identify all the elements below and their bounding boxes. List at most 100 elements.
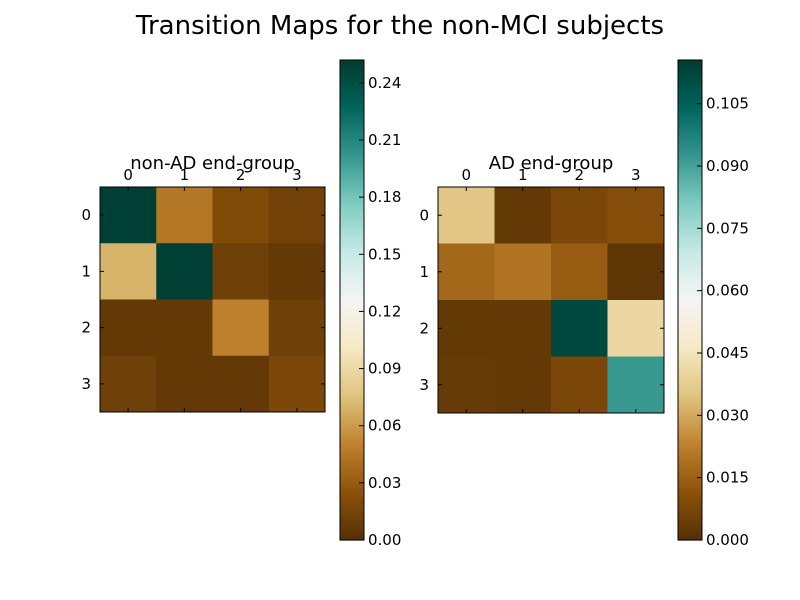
- y-tick-label-1-3: 3: [419, 376, 429, 394]
- y-tick-label-0-3: 3: [81, 375, 91, 393]
- colorbar-strip-0-71: [340, 252, 364, 257]
- colorbar-strip-1-10: [678, 496, 702, 501]
- colorbar-strip-0-12: [340, 488, 364, 493]
- colorbar-strip-1-74: [678, 240, 702, 245]
- colorbar-strip-0-95: [340, 156, 364, 161]
- colorbar-strip-0-1: [340, 532, 364, 537]
- colorbar-strip-1-0: [678, 536, 702, 541]
- colorbar-strip-0-29: [340, 420, 364, 425]
- colorbar-strip-1-64: [678, 280, 702, 285]
- colorbar-strip-0-62: [340, 288, 364, 293]
- colorbar-strip-0-47: [340, 348, 364, 353]
- heatmap-cell-1-2-3: [607, 300, 665, 357]
- colorbar-strip-1-66: [678, 272, 702, 277]
- heatmap-cell-1-3-2: [551, 356, 608, 414]
- colorbar-strip-0-56: [340, 312, 364, 317]
- colorbar-strip-0-118: [340, 64, 364, 69]
- colorbar-strip-1-53: [678, 324, 702, 329]
- colorbar-strip-1-12: [678, 488, 702, 493]
- colorbar-strip-1-91: [678, 172, 702, 177]
- colorbar-strip-1-34: [678, 400, 702, 405]
- colorbar-strip-0-78: [340, 224, 364, 229]
- colorbar-strip-1-114: [678, 80, 702, 85]
- colorbar-strip-0-55: [340, 316, 364, 321]
- colorbar-strip-0-40: [340, 376, 364, 381]
- colorbar-strip-1-77: [678, 228, 702, 233]
- colorbar-strip-0-13: [340, 484, 364, 489]
- colorbar-strip-0-20: [340, 456, 364, 461]
- colorbar-strip-0-53: [340, 324, 364, 329]
- colorbar-strip-1-33: [678, 404, 702, 409]
- colorbar-tick-label-0-6: 0.18: [368, 188, 401, 206]
- colorbar-strip-0-90: [340, 176, 364, 181]
- colorbar-strip-0-86: [340, 192, 364, 197]
- colorbar-strip-1-8: [678, 504, 702, 509]
- heatmap-cell-1-1-0: [438, 243, 495, 301]
- colorbar-tick-label-1-1: 0.015: [706, 469, 749, 487]
- colorbar-strip-1-107: [678, 108, 702, 113]
- colorbar-strip-1-100: [678, 136, 702, 141]
- x-tick-label-0-1: 1: [180, 166, 190, 184]
- colorbar-strip-1-56: [678, 312, 702, 317]
- colorbar-strip-1-61: [678, 292, 702, 297]
- colorbar-strip-0-24: [340, 440, 364, 445]
- colorbar-strip-1-13: [678, 484, 702, 489]
- colorbar-strip-1-17: [678, 468, 702, 473]
- colorbar-strip-0-116: [340, 72, 364, 77]
- colorbar-tick-label-0-0: 0.00: [368, 531, 401, 549]
- heatmap-cell-1-2-2: [551, 300, 608, 357]
- colorbar-strip-0-97: [340, 148, 364, 153]
- colorbar-strip-0-80: [340, 216, 364, 221]
- colorbar-tick-label-1-5: 0.075: [706, 219, 749, 237]
- colorbar-strip-0-61: [340, 292, 364, 297]
- y-tick-label-0-1: 1: [81, 262, 91, 280]
- x-tick-label-0-2: 2: [236, 166, 246, 184]
- colorbar-strip-1-30: [678, 416, 702, 421]
- colorbar-strip-0-73: [340, 244, 364, 249]
- colorbar-strip-0-70: [340, 256, 364, 261]
- heatmap-cell-1-1-2: [551, 243, 608, 301]
- colorbar-strip-1-29: [678, 420, 702, 425]
- colorbar-strip-0-102: [340, 128, 364, 133]
- colorbar-strip-1-14: [678, 480, 702, 485]
- colorbar-strip-1-42: [678, 368, 702, 373]
- colorbar-strip-1-67: [678, 268, 702, 273]
- colorbar-strip-1-48: [678, 344, 702, 349]
- colorbar-strip-0-108: [340, 104, 364, 109]
- colorbar-strip-0-8: [340, 504, 364, 509]
- colorbar-strip-1-1: [678, 532, 702, 537]
- colorbar-strip-0-5: [340, 516, 364, 521]
- heatmap-cell-1-0-0: [438, 187, 495, 244]
- colorbar-strip-1-85: [678, 196, 702, 201]
- colorbar-strip-0-67: [340, 268, 364, 273]
- colorbar-strip-0-36: [340, 392, 364, 397]
- colorbar-strip-0-114: [340, 80, 364, 85]
- colorbar-strip-1-115: [678, 76, 702, 81]
- colorbar-strip-1-118: [678, 64, 702, 69]
- heatmap-title-1: AD end-group: [489, 153, 614, 174]
- heatmap-cell-0-3-2: [212, 355, 270, 413]
- x-tick-label-1-1: 1: [518, 166, 528, 184]
- colorbar-strip-0-45: [340, 356, 364, 361]
- colorbar-strip-1-27: [678, 428, 702, 433]
- colorbar-strip-1-6: [678, 512, 702, 517]
- colorbar-tick-label-0-5: 0.15: [368, 245, 401, 263]
- heatmap-cell-0-3-3: [268, 355, 326, 413]
- heatmap-cell-0-2-3: [268, 299, 326, 357]
- colorbar-strip-0-72: [340, 248, 364, 253]
- colorbar-strip-1-51: [678, 332, 702, 337]
- colorbar-strip-1-32: [678, 408, 702, 413]
- colorbar-strip-1-7: [678, 508, 702, 513]
- heatmap-cell-0-2-0: [100, 299, 157, 357]
- heatmap-cell-1-0-3: [607, 187, 665, 244]
- colorbar-strip-1-45: [678, 356, 702, 361]
- heatmap-cell-0-0-3: [268, 187, 326, 244]
- colorbar-strip-0-85: [340, 196, 364, 201]
- colorbar-strip-0-23: [340, 444, 364, 449]
- colorbar-strip-0-104: [340, 120, 364, 125]
- colorbar-strip-1-47: [678, 348, 702, 353]
- y-tick-label-1-1: 1: [419, 263, 429, 281]
- colorbar-strip-1-109: [678, 100, 702, 105]
- colorbar-strip-0-89: [340, 180, 364, 185]
